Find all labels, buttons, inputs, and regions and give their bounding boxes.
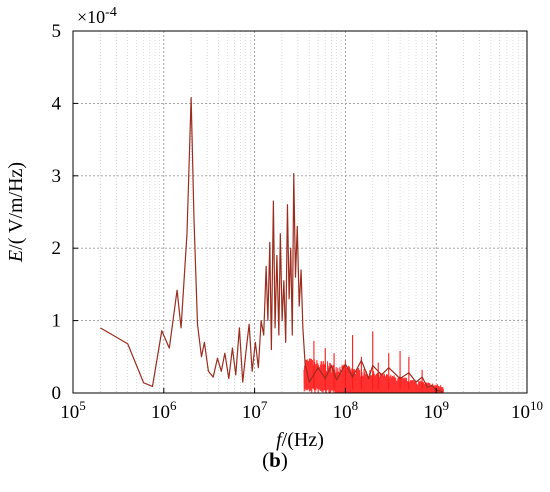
series-noise-band [303,358,444,393]
x-tick-label: 109 [423,398,449,423]
plot-frame [72,30,528,394]
x-tick-label: 105 [60,398,86,423]
grid [73,31,527,393]
plot-area [73,31,527,393]
figure-caption: (b) [0,448,550,473]
y-tick-label: 5 [52,21,62,42]
caption-label: b [269,448,281,472]
y-tick-label: 2 [52,238,62,259]
y-axis-label: E/( V/m/Hz) [5,162,27,263]
caption-open: ( [262,448,270,472]
y-tick-label: 1 [52,311,62,332]
series-line [100,97,444,393]
caption-close: ) [280,448,288,472]
y-tick-label: 3 [52,166,62,187]
x-tick-label: 108 [333,398,359,423]
x-tick-label: 107 [242,398,268,423]
series-layer [100,97,444,393]
x-tick-label: 106 [151,398,177,423]
y-tick-label: 0 [52,383,62,404]
y-multiplier-label: ×10-4 [77,5,117,27]
axis-ticks: 105 106 107 108 109 1010 0 1 2 3 4 5 [52,21,544,423]
y-tick-label: 4 [52,93,62,114]
x-tick-label: 1010 [511,398,543,423]
x-axis-label: f/(Hz) [276,429,324,451]
